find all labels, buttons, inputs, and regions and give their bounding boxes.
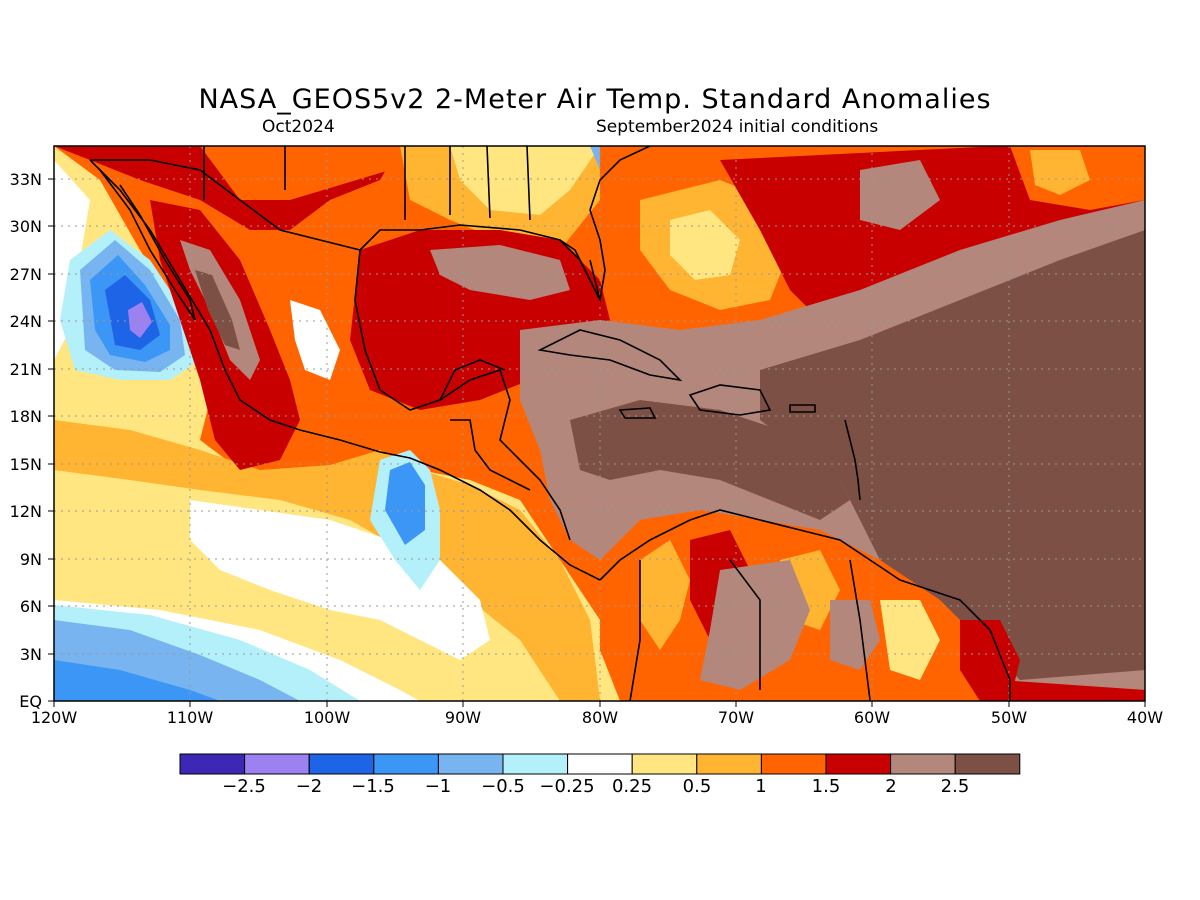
- gulf-brown: [430, 245, 570, 300]
- initial-conditions: September2024 initial conditions: [596, 117, 879, 137]
- lat-label-12n: 12N: [9, 502, 42, 521]
- colorbar-label: 0.25: [611, 776, 653, 797]
- south-america-yellow-1: [640, 540, 690, 650]
- colorbar-swatch: [760, 753, 827, 775]
- pacific-white-south: [190, 500, 490, 660]
- north-orange-inner: [200, 146, 400, 200]
- colorbar-swatch: [696, 753, 762, 775]
- colorbar-label: 0.5: [682, 776, 712, 797]
- lat-label-18n: 18N: [9, 407, 42, 426]
- lon-label-120w: 120W: [30, 708, 78, 727]
- lon-label-110w: 110W: [166, 708, 214, 727]
- lon-label-80w: 80W: [581, 708, 619, 727]
- sierra-madre-darkbrown: [195, 270, 240, 350]
- axis-ticks: [48, 178, 1146, 707]
- colorbar-swatch: [890, 753, 956, 775]
- colorbar-label: 1: [755, 776, 767, 797]
- colorbar-swatch: [308, 753, 375, 775]
- mexico-pacific-coast: [89, 159, 601, 581]
- lat-label-6n: 6N: [19, 597, 42, 616]
- map-title: NASA_GEOS5v2 2-Meter Air Temp. Standard …: [198, 84, 992, 115]
- lon-label-100w: 100W: [303, 708, 351, 727]
- lon-label-60w: 60W: [853, 708, 891, 727]
- colorbar-swatch: [179, 753, 246, 775]
- anomaly-field: [54, 146, 1145, 701]
- colorbar-swatch: [567, 753, 633, 775]
- hispaniola: [688, 384, 772, 416]
- lat-label-eq: EQ: [19, 692, 42, 711]
- lat-label-24n: 24N: [9, 312, 42, 331]
- us-states: [203, 146, 531, 221]
- colorbar-label: 2: [885, 776, 897, 797]
- mexico-cool-patch: [290, 300, 340, 380]
- colorbar-swatch: [502, 753, 569, 775]
- atlantic-darkbrown: [760, 230, 1145, 680]
- graticule: [54, 146, 1145, 701]
- colorbar-swatch: [954, 753, 1021, 775]
- baja-peninsula: [99, 169, 196, 321]
- puerto-rico: [789, 404, 816, 413]
- south-america-yellow-3: [880, 600, 940, 680]
- south-america-brown-1: [700, 560, 810, 690]
- coastlines: [89, 146, 1011, 701]
- us-atlantic-coast: [589, 146, 651, 211]
- colorbar-swatch: [373, 753, 439, 775]
- jamaica: [618, 407, 657, 419]
- yucatan: [439, 359, 506, 401]
- colorbar-swatch: [825, 753, 892, 775]
- lon-label-90w: 90W: [444, 708, 482, 727]
- cuba: [537, 329, 683, 382]
- colorbar-swatch: [437, 753, 504, 775]
- pacific-darkblue-equator: [54, 660, 220, 701]
- colorbar-label: 1.5: [811, 776, 841, 797]
- us-border: [90, 159, 361, 251]
- lat-label-15n: 15N: [9, 455, 42, 474]
- atlantic-northeast-yellow: [1030, 150, 1090, 195]
- colorbar-label: −2: [295, 776, 323, 797]
- colorbar-label: 2.5: [940, 776, 970, 797]
- lon-label-70w: 70W: [717, 708, 755, 727]
- caribbean-darkbrown: [570, 400, 850, 520]
- atlantic-brown-patch: [860, 160, 940, 230]
- lat-label-30n: 30N: [9, 217, 42, 236]
- florida: [559, 209, 606, 303]
- central-america-borders: [450, 419, 531, 491]
- south-america-north-coast: [599, 509, 1011, 701]
- colorbar: [179, 753, 1021, 775]
- colorbar-label: −1: [424, 776, 452, 797]
- lat-label-27n: 27N: [9, 265, 42, 284]
- equatorial-red-band: [1000, 680, 1145, 701]
- baja-purple: [128, 302, 152, 338]
- colorbar-swatch: [244, 753, 310, 775]
- lat-label-3n: 3N: [19, 645, 42, 664]
- lat-label-9n: 9N: [19, 550, 42, 569]
- lesser-antilles: [844, 419, 861, 501]
- colorbar-label: −0.25: [539, 776, 595, 797]
- gulf-tehuantepec-blue: [385, 462, 425, 545]
- south-america-borders: [629, 559, 871, 701]
- lat-label-33n: 33N: [9, 170, 42, 189]
- mexico-gulf-coast: [354, 249, 571, 541]
- colorbar-swatch: [631, 753, 698, 775]
- lon-label-50w: 50W: [990, 708, 1028, 727]
- colorbar-label: −2.5: [222, 776, 266, 797]
- colorbar-label: −1.5: [351, 776, 395, 797]
- lat-label-21n: 21N: [9, 360, 42, 379]
- colorbar-label: −0.5: [481, 776, 525, 797]
- lon-label-40w: 40W: [1126, 708, 1164, 727]
- atlantic-lightyellow-patch: [670, 210, 740, 280]
- forecast-month: Oct2024: [262, 117, 335, 137]
- south-america-brown-2: [830, 600, 880, 670]
